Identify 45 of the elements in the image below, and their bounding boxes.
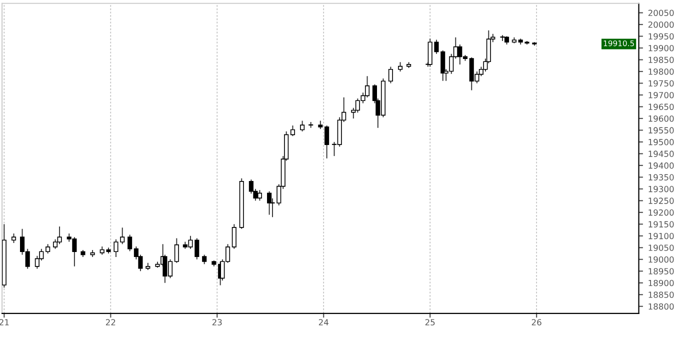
- x-tick-label: 25: [425, 319, 435, 326]
- y-tick-label: 19800: [648, 68, 674, 75]
- y-tick-label: 18900: [648, 280, 674, 286]
- candlestick: [300, 120, 305, 132]
- x-tick-label: 23: [212, 319, 222, 326]
- x-tick-label: 24: [318, 319, 328, 326]
- y-tick-label: 19500: [648, 138, 674, 146]
- y-tick-label: 19850: [648, 56, 674, 64]
- x-tick-label: 22: [106, 319, 116, 326]
- y-tick-label: 19550: [648, 127, 674, 134]
- y-tick-label: 19900: [648, 44, 674, 52]
- candlestick: [388, 66, 393, 84]
- y-tick-label: 20000: [648, 21, 674, 28]
- y-tick-label: 19600: [648, 115, 674, 122]
- candlestick: [57, 226, 62, 245]
- y-tick-label: 19000: [648, 256, 674, 263]
- y-tick-label: 19950: [648, 33, 674, 40]
- y-tick-label: 18850: [648, 292, 674, 298]
- candlestick: [290, 125, 296, 137]
- candlestick: [398, 62, 403, 72]
- y-tick-label: 18800: [648, 303, 674, 310]
- candlestick: [46, 244, 50, 254]
- candlestick: [267, 190, 272, 216]
- y-tick-label: 19050: [648, 244, 674, 251]
- candlestick: [257, 190, 262, 202]
- candlestick: [232, 224, 236, 250]
- candlestick: [324, 125, 330, 159]
- y-tick-label: 19750: [648, 80, 674, 87]
- y-tick-label: 19200: [648, 209, 674, 216]
- y-tick-label: 19150: [648, 221, 674, 228]
- y-tick-label: 20050: [648, 10, 674, 16]
- x-tick-label: 26: [532, 319, 542, 326]
- candlestick: [11, 233, 16, 244]
- y-tick-label: 19650: [648, 104, 674, 110]
- y-tick-label: 19700: [648, 92, 674, 98]
- y-tick-label: 19400: [648, 162, 674, 169]
- candlestick: [128, 234, 132, 252]
- candlestick: [202, 254, 207, 265]
- y-tick-label: 19350: [648, 174, 674, 180]
- y-tick-label: 19100: [648, 232, 674, 240]
- candlestick: [174, 238, 179, 264]
- y-tick-label: 19300: [648, 186, 674, 192]
- y-tick-label: 19450: [648, 150, 674, 157]
- y-tick-label: 18950: [648, 268, 674, 274]
- y-tick-label: 19250: [648, 198, 674, 204]
